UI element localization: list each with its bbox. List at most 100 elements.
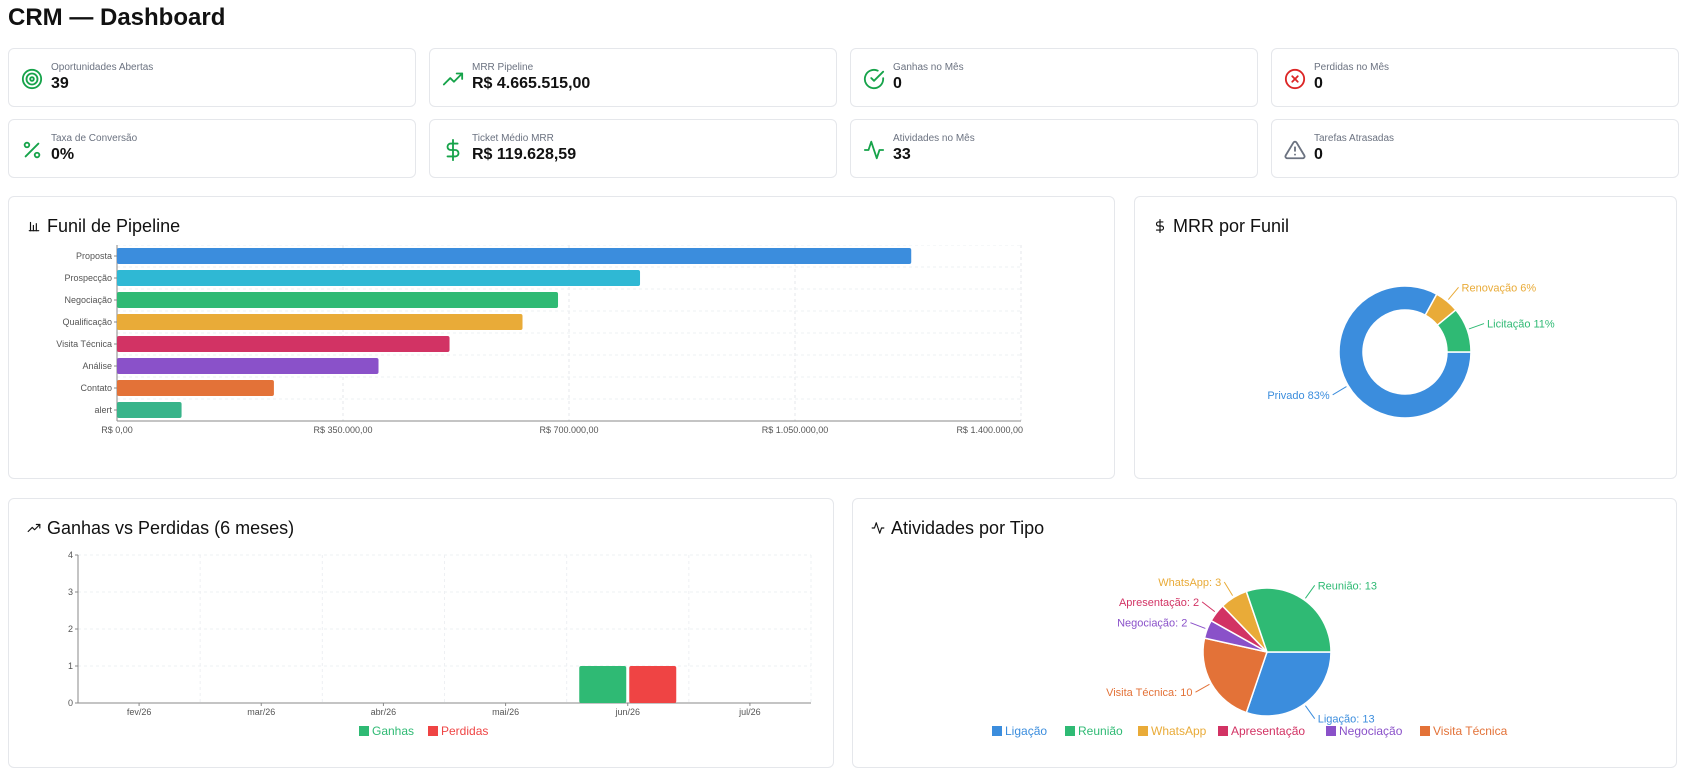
legend-swatch [1065,726,1075,736]
funnel-bar [117,314,523,330]
category-label: Prospecção [64,273,112,283]
x-tick-label: mai/26 [492,707,519,717]
bar-perdidas [629,666,677,703]
legend-label: Perdidas [441,724,488,738]
legend-swatch [1138,726,1148,736]
kpi-label: MRR Pipeline [472,62,534,73]
trending-up-icon [27,523,41,533]
legend-label: Negociação [1339,724,1403,738]
category-label: Qualificação [62,317,112,327]
legend-swatch [1326,726,1336,736]
legend-swatch [992,726,1002,736]
label-leader [1195,683,1210,693]
funnel-card: Funil de Pipeline Proposta Prospecção Nego… [8,196,1115,479]
label-leader [1304,585,1316,599]
legend-swatch [1420,726,1430,736]
slice-label: Apresentação: 2 [1119,597,1199,609]
kpi-label: Taxa de Conversão [51,133,138,144]
pie-slice [1436,308,1472,353]
funnel-bar [117,358,379,374]
wonlost-card: Ganhas vs Perdidas (6 meses) 0 1 2 3 4 fev/26… [8,498,834,768]
kpi-overdue-tasks: Tarefas Atrasadas 0 [1271,119,1679,178]
x-circle-icon [1284,68,1306,90]
kpi-value: R$ 4.665.515,00 [472,75,591,92]
bar-chart-icon [28,221,40,232]
pie-slice [1338,285,1472,419]
mrr-card: MRR por Funil Privado 83% Renovação 6% Lic… [1134,196,1677,479]
pie-slice [1245,651,1332,717]
bar-ganhas [579,666,627,703]
legend-swatch [1218,726,1228,736]
kpi-label: Oportunidades Abertas [51,62,154,73]
funnel-bar [117,248,912,264]
x-tick-label: R$ 1.050.000,00 [762,425,829,435]
card-title: MRR por Funil [1173,215,1290,236]
dollar-icon [1155,219,1165,233]
wonlost-chart: 0 1 2 3 4 fev/26 mar/26 abr/26 mai/26 jun/26 jul/2… [68,550,812,738]
activity-icon [871,522,885,534]
kpi-lost-month: Perdidas no Mês 0 [1271,48,1679,107]
card-title: Ganhas vs Perdidas (6 meses) [47,517,295,538]
legend-swatch [428,726,438,736]
card-title: Funil de Pipeline [47,215,181,236]
legend-label: Ligação [1005,724,1047,738]
label-leader [1304,705,1316,719]
slice-label: Reunião: 13 [1318,580,1377,592]
x-tick-label: mar/26 [247,707,275,717]
kpi-open-opportunities: Oportunidades Abertas 39 [8,48,416,107]
card-header: Ganhas vs Perdidas (6 meses) [27,517,294,539]
pie-slice [1245,587,1332,653]
x-tick-label: abr/26 [371,707,397,717]
kpi-value: 0 [1314,75,1323,92]
category-label: Análise [82,361,112,371]
kpi-label: Ticket Médio MRR [472,133,554,144]
funnel-bar [117,270,641,286]
trending-up-icon [442,72,464,86]
label-leader [1201,601,1216,613]
y-tick-label: 4 [68,550,73,560]
check-circle-icon [863,68,885,90]
kpi-average-ticket: Ticket Médio MRR R$ 119.628,59 [429,119,837,178]
kpi-label: Atividades no Mês [893,133,975,144]
label-leader [1332,386,1347,396]
funnel-chart: Proposta Prospecção Negociação Qualificação… [56,245,1023,435]
activities-pie-chart: Ligação: 13 Visita Técnica: 10 Negociação:… [992,577,1508,738]
category-label: Proposta [76,251,112,261]
kpi-label: Ganhas no Mês [893,62,964,73]
category-label: Contato [80,383,112,393]
legend-label: Visita Técnica [1433,724,1508,738]
y-tick-label: 0 [68,698,73,708]
kpi-mrr-pipeline: MRR Pipeline R$ 4.665.515,00 [429,48,837,107]
kpi-value: 0 [893,75,902,92]
percent-icon [23,141,41,159]
activity-icon [863,140,885,160]
label-leader [1468,323,1485,330]
kpi-value: 0 [1314,146,1323,163]
legend-label: Ganhas [372,724,414,738]
card-header: Funil de Pipeline [27,215,180,237]
alert-triangle-icon [1284,140,1306,160]
kpi-label: Perdidas no Mês [1314,62,1390,73]
funnel-bar [117,292,559,308]
x-tick-label: R$ 0,00 [101,425,133,435]
funnel-bar [117,380,274,396]
card-title: Atividades por Tipo [891,517,1045,538]
slice-label: Visita Técnica: 10 [1106,687,1192,699]
x-tick-label: R$ 700.000,00 [539,425,598,435]
legend-label: Apresentação [1231,724,1305,738]
kpi-value: R$ 119.628,59 [472,146,577,163]
label-leader [1223,581,1234,596]
legend-swatch [359,726,369,736]
x-tick-label: jul/26 [738,707,761,717]
pie-slice [1202,637,1268,714]
legend-label: WhatsApp [1151,724,1207,738]
card-header: Atividades por Tipo [871,517,1044,539]
kpi-value: 33 [893,146,911,163]
slice-label: Renovação 6% [1462,282,1537,294]
kpi-label: Tarefas Atrasadas [1314,133,1395,144]
label-leader [1447,286,1459,300]
x-tick-label: fev/26 [127,707,152,717]
kpi-activities-month: Atividades no Mês 33 [850,119,1258,178]
slice-label: Ligação: 13 [1318,714,1375,726]
target-icon [21,68,43,90]
